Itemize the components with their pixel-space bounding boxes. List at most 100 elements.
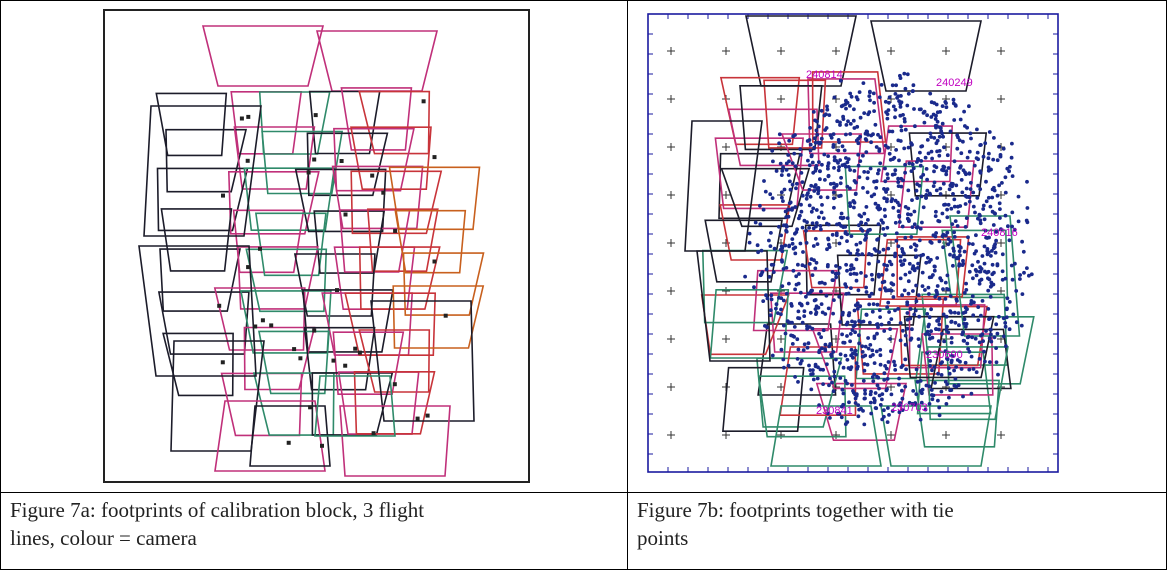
tie-point [846, 157, 851, 162]
tie-point [927, 332, 932, 337]
tie-point [753, 220, 758, 225]
tie-point [949, 336, 954, 340]
point-id-label: 240249 [936, 77, 973, 89]
tie-point [793, 287, 797, 292]
tie-point [797, 272, 801, 276]
tie-point [936, 219, 941, 223]
tie-point [929, 241, 934, 245]
tie-point [770, 353, 775, 358]
tie-point [779, 190, 784, 195]
tie-point [782, 323, 786, 328]
tie-point [857, 175, 862, 180]
tie-point [881, 227, 886, 231]
footprint [880, 125, 954, 183]
tie-point [886, 176, 890, 181]
footprint [836, 254, 922, 326]
footprint [314, 375, 396, 437]
tie-point [935, 256, 940, 260]
tie-point [897, 410, 902, 415]
tie-point [947, 187, 952, 192]
tie-point [909, 141, 913, 146]
tie-point [920, 220, 924, 225]
tie-point [889, 262, 894, 267]
tie-point [829, 135, 834, 140]
tie-point [876, 375, 881, 380]
tie-point [886, 360, 891, 364]
tie-point [1003, 321, 1008, 325]
tie-point [769, 231, 773, 235]
tie-point [1010, 174, 1015, 179]
tie-point [898, 254, 903, 259]
grid-cross [667, 95, 675, 103]
tie-point [934, 231, 938, 235]
tie-point [868, 227, 872, 232]
tie-point [869, 291, 874, 296]
tie-point [958, 253, 962, 258]
tie-point [845, 160, 850, 165]
tie-point [889, 349, 893, 354]
tie-point [771, 270, 776, 274]
tie-point [804, 241, 809, 245]
tie-point [911, 166, 916, 171]
point-id-label: 240816 [981, 227, 1018, 239]
tie-point [973, 210, 977, 215]
tie-point [907, 261, 912, 266]
tie-point [871, 91, 876, 96]
tie-point [890, 197, 895, 202]
tie-point [813, 298, 818, 302]
tie-point [962, 109, 966, 114]
tie-point [837, 165, 841, 169]
tie-point [982, 217, 987, 222]
tie-point [808, 142, 813, 147]
tie-point [919, 144, 924, 149]
tie-point [945, 382, 950, 386]
tie-point [780, 245, 785, 250]
grid-cross [777, 335, 785, 343]
tie-point [921, 252, 925, 257]
tie-point [840, 312, 845, 317]
footprint [880, 405, 992, 467]
footprint [722, 366, 805, 433]
tie-point [841, 103, 845, 108]
tie-point [984, 179, 988, 184]
tie-point [828, 416, 832, 420]
tie-point [858, 134, 862, 139]
tie-point [861, 378, 866, 383]
tie-point [938, 192, 943, 196]
tie-point [956, 135, 960, 140]
tie-point [887, 320, 891, 325]
tie-point [922, 109, 927, 114]
tie-point [824, 112, 828, 117]
tie-point [819, 289, 823, 294]
tie-point [991, 157, 996, 162]
tie-point [841, 365, 846, 370]
tie-point [967, 241, 971, 246]
tie-point [793, 164, 798, 169]
tie-point [890, 172, 895, 177]
tie-point [921, 205, 926, 210]
camera-marker [306, 170, 311, 175]
tie-point [791, 268, 796, 273]
tie-point [743, 274, 747, 279]
tie-point [850, 328, 855, 332]
tie-point [804, 228, 808, 233]
tie-point [800, 320, 805, 325]
footprint [339, 405, 451, 477]
tie-point [969, 136, 973, 141]
tie-point [994, 360, 999, 365]
tie-point [1011, 312, 1016, 317]
tie-point [958, 245, 963, 250]
tie-point [981, 207, 986, 211]
tie-point [813, 236, 818, 241]
tie-point [935, 110, 940, 115]
tie-point [826, 154, 830, 159]
tie-point [854, 272, 859, 276]
tie-point [959, 367, 964, 371]
tie-point [838, 181, 843, 186]
tie-point [861, 153, 865, 158]
tie-point [974, 156, 979, 161]
tie-point [786, 153, 791, 157]
tie-point [810, 326, 815, 331]
tie-point [848, 332, 853, 336]
tie-point [945, 287, 949, 291]
